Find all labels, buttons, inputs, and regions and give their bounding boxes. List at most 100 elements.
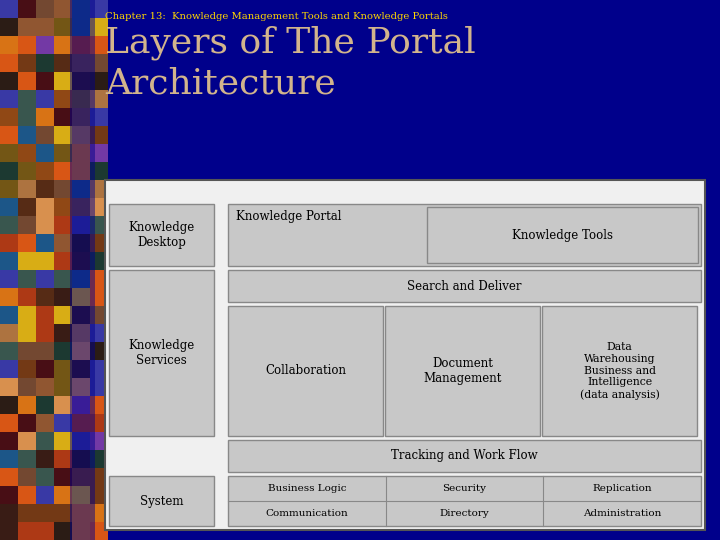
Bar [90, 180, 108, 198]
Bar [0, 486, 18, 504]
Bar [72, 180, 90, 198]
Bar [0, 198, 18, 216]
Bar [72, 450, 90, 468]
Text: Data
Warehousing
Business and
Intelligence
(data analysis): Data Warehousing Business and Intelligen… [580, 342, 660, 400]
Bar [72, 522, 90, 540]
Bar [0, 180, 18, 198]
Bar [54, 270, 72, 288]
Bar [18, 432, 36, 450]
Bar [54, 36, 72, 54]
Text: Knowledge
Services: Knowledge Services [128, 339, 194, 367]
Bar [109, 204, 214, 266]
Bar [90, 90, 108, 108]
Bar [72, 0, 90, 18]
Bar [72, 126, 90, 144]
Bar [0, 126, 18, 144]
Bar [0, 414, 18, 432]
Bar [72, 342, 90, 360]
Bar [18, 504, 36, 522]
Bar [228, 476, 701, 526]
Bar [228, 440, 701, 472]
Bar [54, 144, 72, 162]
Bar [36, 144, 54, 162]
Bar [36, 378, 54, 396]
Bar [18, 216, 36, 234]
Bar [18, 360, 36, 378]
Bar [36, 18, 54, 36]
Text: Layers of The Portal: Layers of The Portal [105, 25, 476, 59]
Bar [72, 396, 90, 414]
Bar [90, 342, 108, 360]
Bar [90, 234, 108, 252]
Bar [90, 306, 108, 324]
Bar [72, 324, 90, 342]
Bar [18, 252, 36, 270]
Bar [36, 72, 54, 90]
Bar [54, 126, 72, 144]
Bar [105, 180, 705, 530]
Bar [36, 36, 54, 54]
Bar [90, 108, 108, 126]
Bar [0, 108, 18, 126]
Bar [36, 324, 54, 342]
Bar [18, 468, 36, 486]
Bar [54, 450, 72, 468]
Text: Knowledge Portal: Knowledge Portal [236, 210, 341, 223]
Bar [18, 18, 36, 36]
Bar [72, 234, 90, 252]
Bar [72, 378, 90, 396]
Bar [90, 504, 108, 522]
Bar [90, 432, 108, 450]
Bar [72, 216, 90, 234]
Bar [0, 18, 18, 36]
Text: System: System [140, 495, 184, 508]
Bar [385, 306, 540, 436]
Bar [0, 360, 18, 378]
Bar [72, 288, 90, 306]
Bar [54, 180, 72, 198]
Bar [90, 18, 108, 36]
Bar [0, 504, 18, 522]
Bar [0, 252, 18, 270]
Text: Administration: Administration [583, 509, 662, 518]
Bar [228, 306, 383, 436]
Text: Tracking and Work Flow: Tracking and Work Flow [391, 449, 538, 462]
Text: Security: Security [443, 484, 487, 493]
Bar [0, 324, 18, 342]
Bar [36, 414, 54, 432]
Bar [36, 126, 54, 144]
Text: Architecture: Architecture [105, 67, 336, 101]
Bar [0, 0, 18, 18]
Bar [72, 54, 90, 72]
Bar [18, 144, 36, 162]
Bar [54, 0, 72, 18]
Bar [36, 252, 54, 270]
Bar [18, 486, 36, 504]
Bar [36, 522, 54, 540]
Bar [54, 198, 72, 216]
Bar [0, 396, 18, 414]
Bar [54, 54, 72, 72]
Bar [90, 144, 108, 162]
Bar [54, 414, 72, 432]
Bar [18, 414, 36, 432]
Bar [36, 504, 54, 522]
Bar [72, 486, 90, 504]
Bar [54, 252, 72, 270]
Bar [36, 54, 54, 72]
Text: Replication: Replication [593, 484, 652, 493]
Bar [18, 198, 36, 216]
Bar [72, 360, 90, 378]
Bar [54, 306, 72, 324]
Bar [0, 216, 18, 234]
Bar [90, 216, 108, 234]
Bar [36, 450, 54, 468]
Bar [54, 324, 72, 342]
Bar [72, 504, 90, 522]
Bar [90, 288, 108, 306]
Bar [54, 342, 72, 360]
Bar [18, 54, 36, 72]
Bar [90, 324, 108, 342]
Bar [70, 0, 95, 540]
Bar [36, 108, 54, 126]
